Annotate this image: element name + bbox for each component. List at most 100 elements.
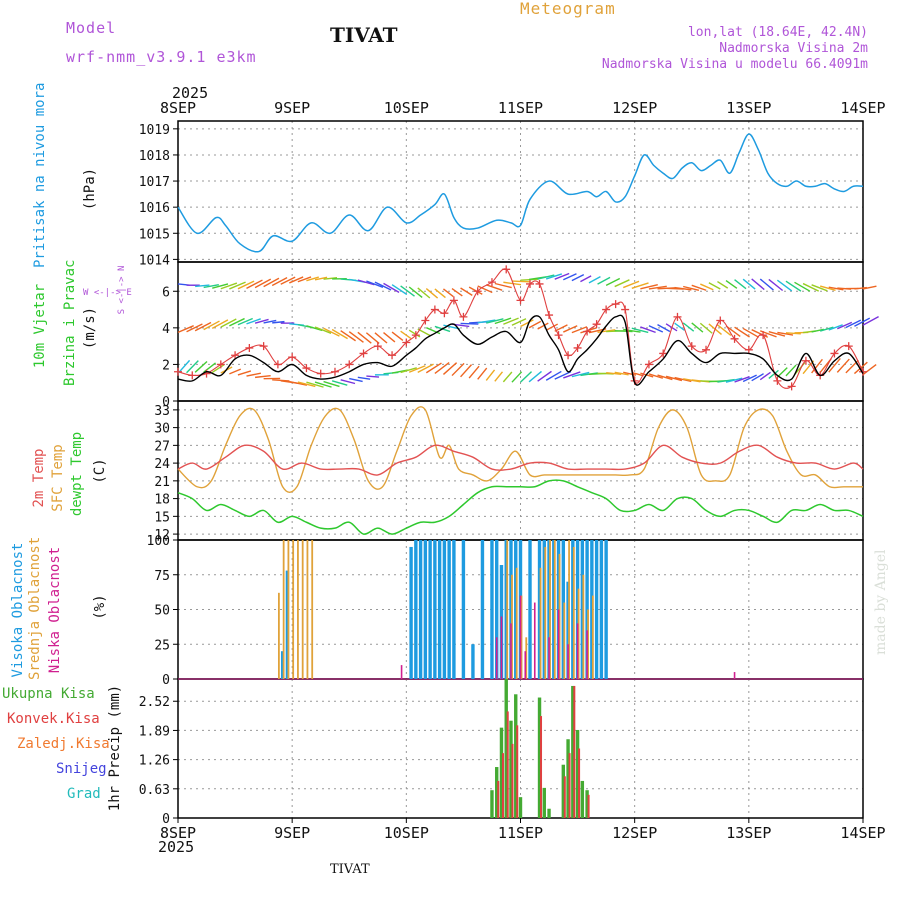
- wind-arrow: [460, 287, 473, 296]
- wind-label-2: Brzina i Pravac: [62, 259, 78, 386]
- wind-arrow: [229, 281, 246, 290]
- precip-total-bar: [561, 764, 566, 818]
- cloud-high-bar: [423, 540, 428, 679]
- cloud-mid-bar: [311, 540, 314, 679]
- wind-arrow: [537, 274, 555, 280]
- wind-arrow: [220, 318, 237, 328]
- wind-arrow: [212, 283, 229, 289]
- wind-gust-marker: [288, 353, 297, 362]
- wind-arrow: [417, 363, 434, 373]
- wind-label-1: 10m Vjetar: [32, 283, 48, 369]
- wind-arrow: [391, 369, 408, 374]
- cloud-high-bar: [433, 540, 437, 679]
- precip-conv-bar: [563, 776, 566, 818]
- wind-arrow: [854, 317, 871, 327]
- wind-arrow: [845, 319, 862, 329]
- location-line: lon,lat (18.64E, 42.4N): [687, 25, 868, 40]
- precip-total-bar: [495, 767, 499, 818]
- precip-total-bar: [542, 787, 546, 818]
- precip-total-bar: [575, 729, 580, 818]
- y-tick-label: 33: [154, 404, 170, 419]
- wind-unit: (m/s): [82, 306, 98, 350]
- wind-arrow: [828, 324, 843, 331]
- wind-arrow: [606, 371, 622, 376]
- wind-arrow: [554, 370, 572, 380]
- wind-arrow: [793, 362, 806, 376]
- wind-arrow: [211, 364, 225, 374]
- cloud-high-bar: [471, 644, 475, 679]
- wind-arrow: [699, 322, 713, 334]
- wind-arrow: [297, 323, 314, 329]
- wind-gust-marker: [583, 327, 592, 336]
- wind-arrow: [289, 323, 304, 326]
- wind-arrow: [494, 371, 504, 382]
- wind-gust-marker: [345, 360, 354, 369]
- wind-arrow: [254, 375, 271, 379]
- wind-arrow: [571, 326, 588, 334]
- wind-arrow: [417, 287, 431, 299]
- temp-unit: (C): [92, 458, 108, 484]
- precip-conv-bar: [587, 794, 590, 818]
- watermark: made by Angel: [873, 549, 889, 656]
- wind-arrow: [323, 380, 340, 388]
- wind-gust-marker: [773, 376, 782, 385]
- wind-arrow: [486, 284, 503, 291]
- wind-arrow: [708, 282, 721, 290]
- wind-arrow: [588, 372, 606, 375]
- cloud-low-bar: [567, 644, 569, 679]
- cloud-high-bar: [561, 540, 566, 679]
- wind-arrow: [365, 332, 380, 344]
- wind-arrow: [742, 327, 760, 338]
- wind-arrow: [314, 326, 332, 334]
- wind-arrow: [177, 325, 194, 334]
- cloud-mid-bar: [306, 540, 309, 679]
- wind-arrow: [760, 330, 777, 338]
- wind-gust-marker: [188, 371, 197, 380]
- wind-arrow: [811, 328, 825, 333]
- wind-arrow: [700, 283, 714, 291]
- wind-arrow: [297, 381, 316, 388]
- time-label-bottom: 12SEP: [612, 824, 657, 842]
- wind-arrow: [366, 280, 384, 289]
- precip-total-bar: [566, 739, 570, 818]
- wind-gust-marker: [273, 360, 282, 369]
- wind-arrow: [237, 317, 253, 326]
- precip-total-bar: [518, 797, 523, 818]
- cloud-high-bar: [285, 570, 290, 679]
- pressure-line: [177, 133, 864, 253]
- wind-gust-marker: [487, 278, 496, 287]
- wind-arrow: [563, 371, 581, 379]
- wind-arrow: [195, 284, 210, 288]
- year-top: 2025: [172, 84, 209, 102]
- wind-arrow: [203, 283, 219, 289]
- cloud-mid-bar: [558, 553, 561, 679]
- time-label-top: 9SEP: [274, 99, 310, 117]
- wind-arrow: [477, 319, 496, 324]
- wind-arrow: [366, 375, 380, 378]
- temp-dewpt-label: dewpt Temp: [69, 431, 85, 517]
- wind-arrow: [443, 324, 460, 330]
- wind-arrow: [383, 332, 396, 343]
- wind-gust-marker: [174, 367, 182, 376]
- wind-arrow: [725, 325, 741, 337]
- wind-arrow: [246, 372, 262, 377]
- cloud-mid-bar: [520, 595, 523, 679]
- cloud-low-bar: [586, 630, 588, 679]
- cloud-high-bar: [495, 540, 499, 679]
- cloud-mid-bar: [587, 609, 589, 679]
- wind-arrow: [528, 370, 542, 383]
- model-label: Model: [66, 19, 117, 37]
- wind-arrow: [425, 288, 439, 299]
- wind-gust-marker: [592, 320, 601, 329]
- wind-gust-marker: [621, 305, 630, 314]
- wind-arrow: [631, 282, 649, 289]
- wind-arrow: [666, 287, 684, 290]
- wind-arrow: [451, 362, 465, 377]
- wind-gust-marker: [330, 367, 339, 376]
- wind-arrow: [683, 285, 700, 291]
- wind-arrow: [451, 323, 470, 328]
- cloud-high-bar: [547, 540, 551, 679]
- wind-arrow: [272, 379, 290, 382]
- wind-arrow: [229, 317, 245, 327]
